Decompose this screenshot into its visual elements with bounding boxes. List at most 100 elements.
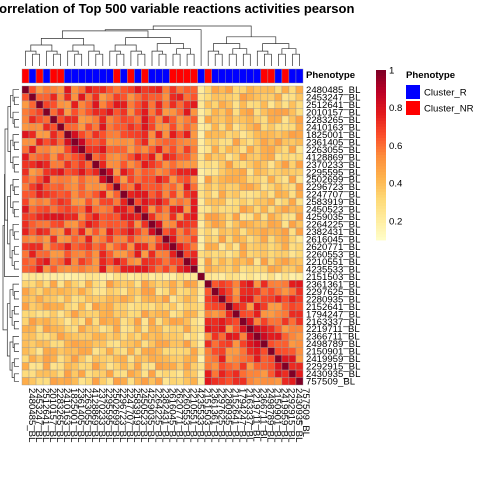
heatmap-cell (155, 295, 163, 303)
heatmap-cell (169, 85, 177, 94)
heatmap-cell (42, 175, 51, 184)
column-label: 2210551_BL (187, 388, 198, 443)
heatmap-cell (246, 100, 255, 109)
heatmap-cell (28, 250, 37, 259)
colorbar-segment (376, 234, 386, 238)
heatmap-cell (106, 153, 114, 161)
heatmap-cell (127, 190, 135, 199)
heatmap-cell (92, 332, 100, 341)
heatmap-cell (281, 227, 290, 236)
heatmap-cell (35, 153, 44, 161)
heatmap-cell (35, 100, 44, 109)
phenotype-cell (35, 68, 44, 84)
heatmap-cell (49, 85, 58, 94)
heatmap-cell (267, 272, 276, 281)
heatmap-cell (120, 175, 128, 184)
column-label: 2512641_BL (40, 388, 51, 443)
heatmap-cell (42, 257, 51, 266)
heatmap-cell (63, 85, 72, 94)
heatmap-cell (190, 115, 198, 124)
heatmap-cell (225, 197, 233, 206)
heatmap-cell (63, 235, 72, 244)
heatmap-cell (204, 295, 212, 303)
heatmap-cell (260, 235, 269, 244)
colorbar-segment (376, 208, 386, 213)
colorbar-segment (376, 220, 386, 224)
heatmap-cell (253, 160, 262, 169)
heatmap-cell (99, 272, 107, 281)
heatmap-cell (232, 362, 240, 371)
dendrogram-branch (152, 25, 252, 37)
heatmap-cell (190, 354, 198, 363)
phenotype-cell (63, 68, 72, 84)
dendrogram-branch (12, 179, 19, 191)
heatmap-cell (42, 317, 51, 326)
heatmap-cell (246, 85, 255, 94)
row-label: 2151503_BL (306, 272, 361, 283)
heatmap-cell (99, 265, 107, 274)
heatmap-cell (260, 287, 269, 296)
heatmap-cell (211, 175, 219, 184)
heatmap-cell (169, 369, 177, 378)
heatmap-cell (162, 272, 170, 281)
heatmap-cell (260, 280, 269, 289)
heatmap-cell (155, 339, 163, 348)
heatmap-cell (190, 145, 198, 154)
colorbar-segment (376, 72, 386, 77)
column-label: 2295595_BL (103, 388, 114, 443)
row-label: 2247707_BL (306, 190, 361, 201)
heatmap-cell (49, 205, 58, 214)
heatmap-cell (232, 332, 240, 341)
heatmap-cell (106, 145, 114, 154)
heatmap-cell (169, 354, 177, 363)
dendrogram-branch (12, 156, 19, 169)
heatmap-cell (70, 332, 79, 341)
colorbar-segment (376, 89, 386, 94)
heatmap-cell (49, 138, 58, 146)
heatmap-cell (253, 197, 262, 206)
heatmap-cell (225, 227, 233, 236)
heatmap-cell (225, 160, 233, 169)
heatmap-cell (176, 115, 184, 124)
heatmap-cell (232, 272, 240, 281)
heatmap-cell (155, 160, 163, 169)
heatmap-cell (70, 145, 79, 154)
heatmap-cell (148, 280, 156, 289)
heatmap-cell (253, 362, 262, 371)
heatmap-cell (35, 377, 44, 386)
heatmap-cell (218, 257, 226, 266)
heatmap-cell (127, 287, 135, 296)
heatmap-cell (260, 197, 269, 206)
row-label: 2283265_BL (306, 115, 361, 126)
heatmap-cell (21, 190, 30, 199)
column-label: 2583919_BL (131, 388, 142, 443)
heatmap-cell (197, 369, 205, 378)
heatmap-cell (218, 100, 226, 109)
heatmap-cell (295, 93, 304, 102)
colorbar-tick-label: 0.4 (389, 179, 403, 190)
heatmap-cell (260, 257, 269, 266)
heatmap-cell (176, 325, 184, 333)
heatmap-cell (35, 369, 44, 378)
heatmap-cell (232, 242, 240, 251)
heatmap-cell (21, 362, 30, 371)
heatmap-cell (85, 130, 93, 139)
heatmap-cell (42, 362, 51, 371)
heatmap-cell (253, 295, 262, 303)
heatmap-cell (183, 265, 191, 274)
heatmap-cell (197, 93, 205, 102)
heatmap-cell (99, 317, 107, 326)
heatmap-cell (183, 160, 191, 169)
heatmap-cell (113, 130, 121, 139)
heatmap-cell (190, 227, 198, 236)
heatmap-cell (260, 325, 269, 333)
heatmap-cell (70, 168, 79, 176)
heatmap-cell (42, 153, 51, 161)
heatmap-cell (204, 332, 212, 341)
legend-swatch (406, 85, 420, 99)
heatmap-cell (85, 85, 93, 94)
column-label: 2453247_BL (33, 388, 44, 443)
heatmap-cell (92, 287, 100, 296)
heatmap-cell (176, 332, 184, 341)
heatmap-cell (183, 377, 191, 386)
